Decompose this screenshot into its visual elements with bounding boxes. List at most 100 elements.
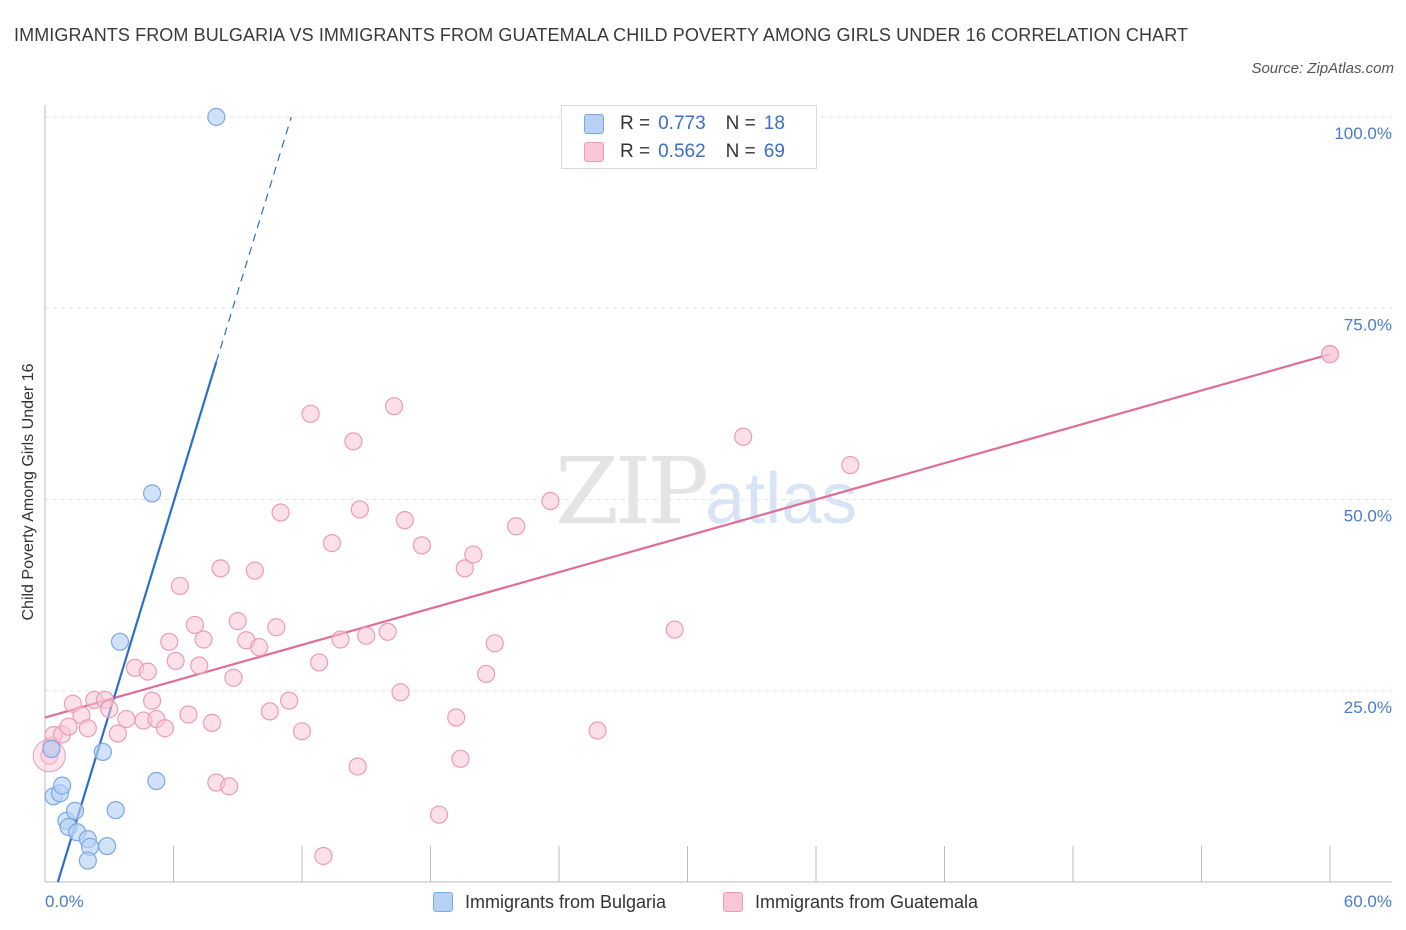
guatemala-point: [391, 683, 410, 702]
bulgaria-swatch: [584, 114, 604, 134]
bottom-legend-guatemala-label: Immigrants from Guatemala: [755, 891, 979, 912]
legend-n-value-guatemala: 69: [763, 141, 785, 162]
bulgaria-point: [98, 836, 117, 856]
trend-lines: [44, 116, 1331, 883]
guatemala-point: [166, 651, 185, 671]
y-tick-label: 100.0%: [1334, 124, 1392, 143]
guatemala-point: [451, 749, 470, 768]
legend-row-bulgaria: R = 0.773 N = 18: [584, 111, 785, 137]
guatemala-point: [464, 545, 483, 564]
guatemala-point: [301, 404, 320, 423]
guatemala-point: [228, 612, 247, 631]
y-tick-label: 25.0%: [1344, 698, 1392, 717]
guatemala-point: [108, 724, 127, 743]
bulgaria-point: [142, 484, 162, 503]
guatemala-point: [190, 656, 209, 675]
guatemala-point: [378, 622, 397, 641]
guatemala-point: [357, 626, 376, 645]
data-points: [32, 107, 1340, 870]
guatemala-point: [292, 722, 312, 741]
guatemala-point: [348, 757, 367, 776]
bulgaria-point: [78, 851, 97, 870]
guatemala-point: [260, 702, 279, 721]
bulgaria-point: [106, 800, 125, 820]
guatemala-point: [384, 397, 404, 416]
watermark-zip: ZIP: [555, 438, 709, 545]
guatemala-point: [734, 427, 753, 446]
y-axis-label: Child Poverty Among Girls Under 16: [20, 363, 37, 620]
guatemala-point: [142, 691, 162, 710]
bulgaria-point: [65, 801, 85, 820]
guatemala-point: [447, 708, 466, 727]
guatemala-point: [220, 777, 239, 796]
legend-r-label: R =: [620, 141, 651, 162]
guatemala-point: [185, 615, 205, 635]
bulgaria-point: [53, 776, 72, 795]
guatemala-point: [267, 618, 286, 637]
bulgaria-legend-swatch: [433, 892, 453, 912]
tick-labels: 25.0% 50.0% 75.0% 100.0% 0.0% 60.0%: [45, 124, 1392, 911]
legend-r-label: R =: [620, 113, 651, 134]
y-tick-label: 75.0%: [1344, 315, 1392, 334]
bulgaria-point: [207, 107, 226, 127]
bulgaria-trend-line: [56, 361, 218, 883]
guatemala-point: [202, 713, 222, 732]
source-label: Source: ZipAtlas.com: [1251, 60, 1394, 77]
chart-title: IMMIGRANTS FROM BULGARIA VS IMMIGRANTS F…: [14, 25, 1189, 45]
guatemala-point: [310, 653, 329, 672]
guatemala-point: [59, 717, 78, 736]
guatemala-point: [100, 700, 119, 719]
guatemala-point: [280, 691, 299, 710]
guatemala-point: [322, 534, 342, 553]
legend-n-label: N =: [725, 113, 756, 134]
guatemala-point: [271, 503, 290, 522]
guatemala-point: [541, 491, 560, 511]
guatemala-point: [245, 561, 264, 580]
guatemala-point: [485, 634, 504, 653]
guatemala-trend-line: [44, 353, 1331, 719]
guatemala-legend-swatch: [723, 892, 743, 912]
guatemala-point: [455, 559, 474, 578]
bulgaria-trend-extension: [215, 116, 292, 362]
guatemala-point: [170, 576, 190, 596]
bulgaria-point: [110, 632, 130, 651]
guatemala-point: [395, 511, 414, 530]
guatemala-point: [314, 846, 333, 866]
bottom-legend-guatemala: Immigrants from Guatemala: [723, 888, 978, 916]
legend-row-guatemala: R = 0.562 N = 69: [584, 139, 785, 165]
axes: [44, 105, 1392, 883]
bottom-legend-bulgaria: Immigrants from Bulgaria: [433, 888, 666, 916]
guatemala-point: [344, 432, 363, 451]
x-tick-label-max: 60.0%: [1344, 892, 1392, 911]
bulgaria-point: [42, 739, 61, 758]
guatemala-point: [507, 517, 526, 536]
legend-r-value-bulgaria: 0.773: [658, 113, 706, 134]
guatemala-point: [224, 668, 243, 687]
guatemala-point: [138, 662, 157, 681]
guatemala-point: [160, 632, 179, 651]
bulgaria-point: [93, 742, 112, 762]
legend-n-label: N =: [725, 141, 756, 162]
guatemala-point: [477, 664, 496, 684]
guatemala-point: [331, 630, 350, 649]
bottom-legend-bulgaria-label: Immigrants from Bulgaria: [465, 891, 667, 912]
guatemala-point: [588, 721, 607, 740]
guatemala-point: [155, 719, 175, 738]
correlation-legend: R = 0.773 N = 18 R = 0.562 N = 69: [561, 105, 817, 169]
guatemala-point: [179, 705, 198, 724]
y-tick-label: 50.0%: [1344, 507, 1392, 526]
guatemala-point: [350, 500, 369, 519]
guatemala-point: [211, 559, 230, 578]
guatemala-point: [117, 709, 136, 729]
guatemala-point: [665, 620, 684, 639]
guatemala-point: [78, 719, 97, 738]
guatemala-point: [250, 638, 269, 657]
legend-n-value-bulgaria: 18: [763, 113, 785, 134]
guatemala-point: [1320, 345, 1340, 364]
guatemala-swatch: [584, 142, 604, 162]
legend-r-value-guatemala: 0.562: [658, 141, 706, 162]
x-tick-label-min: 0.0%: [45, 892, 84, 911]
bulgaria-point: [147, 771, 166, 791]
guatemala-point: [841, 455, 860, 475]
